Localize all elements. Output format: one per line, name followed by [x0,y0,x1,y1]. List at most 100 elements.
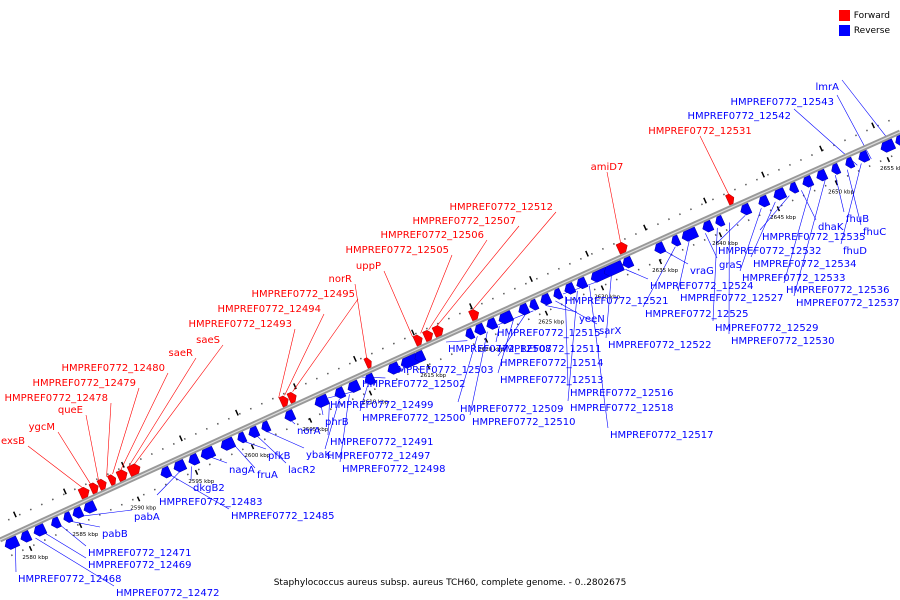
minor-tick [150,453,153,456]
tick-label: 2630 kbp [594,294,620,300]
minor-tick [282,392,285,395]
minor-tick [186,473,189,476]
minor-tick [205,427,208,430]
minor-tick [866,129,868,132]
major-tick [544,310,549,316]
minor-tick [326,372,329,375]
gene-label: phrB [325,417,349,428]
leader-line [71,521,101,528]
reverse-gene [160,465,173,479]
minor-tick [392,342,395,345]
minor-tick [315,377,318,380]
legend-forward-swatch [838,10,850,21]
leader-line [321,407,324,416]
tick-label: 2645 kbp [770,215,796,221]
major-tick [703,197,707,204]
reverse-gene [845,156,856,169]
gene-label: HMPREF0772_12505 [346,245,449,256]
minor-tick [117,468,120,471]
leader-line [642,246,676,308]
minor-tick [373,388,376,391]
gene-label: HMPREF0772_12533 [742,273,845,284]
reverse-gene [895,134,900,146]
major-tick [250,444,255,450]
gene-label: HMPREF0772_12478 [5,393,108,404]
reverse-gene [498,310,515,325]
leader-line [27,445,83,488]
minor-tick [32,544,35,547]
gene-label: HMPREF0772_12524 [650,281,753,292]
minor-tick [810,154,813,157]
leader-line [699,135,729,195]
minor-tick [747,219,750,222]
leader-line [835,175,845,213]
gene-label: lmrA [816,82,840,93]
leader-line [267,431,305,449]
tick-marks [7,119,893,557]
minor-tick [175,478,178,481]
leader-line [278,328,296,399]
leader-line [605,275,612,339]
leader-line [445,340,468,343]
minor-tick [18,513,21,516]
reverse-gene [758,194,771,208]
reverse-gene [414,349,427,363]
minor-tick [249,407,252,410]
gene-label: HMPREF0772_12497 [327,451,430,462]
leader-line [847,169,862,226]
gene-label: HMPREF0772_12508 [448,344,551,355]
minor-tick [403,337,406,340]
gene-label: HMPREF0772_12479 [33,378,136,389]
gene-label: HMPREF0772_12485 [231,511,334,522]
major-tick [62,488,67,495]
minor-tick [318,413,321,416]
minor-tick [791,199,794,202]
leader-line [428,239,488,330]
forward-gene [106,474,117,486]
gene-label: uppP [356,261,381,272]
minor-tick [417,368,420,371]
minor-tick [855,134,857,137]
minor-tick [447,317,450,320]
gene-label: HMPREF0772_12529 [715,323,818,334]
reverse-gene [740,202,753,216]
minor-tick [593,288,596,291]
forward-gene [725,193,735,206]
legend-reverse: Reverse [838,25,890,36]
tick-label: 2585 kbp [72,532,98,538]
minor-tick [549,308,552,311]
reverse-gene [816,168,829,182]
reverse-gene [518,302,531,316]
minor-tick [274,433,277,436]
gene-label: HMPREF0772_12518 [570,403,673,414]
gene-label: fhuC [863,227,886,238]
gene-label: pabA [134,512,160,523]
gene-label: HMPREF0772_12515 [497,328,600,339]
minor-tick [494,333,497,336]
minor-tick [879,160,882,163]
leader-line [245,441,267,450]
reverse-gene [802,174,815,188]
reverse-gene [553,287,564,300]
gene-label: HMPREF0772_12512 [450,202,553,213]
minor-tick [733,188,736,191]
leader-line [759,195,790,231]
reverse-gene [715,214,726,227]
minor-tick [714,233,717,237]
minor-tick [505,328,508,331]
gene-label: HMPREF0772_12491 [330,437,433,448]
reverse-gene [200,445,217,460]
minor-tick [263,438,266,441]
minor-tick [142,493,145,496]
minor-tick [208,463,211,466]
minor-tick [241,448,244,451]
major-tick [235,409,239,416]
reverse-gene [284,409,297,422]
gene-label: HMPREF0772_12516 [570,388,673,399]
gene-label: dhaK [818,222,844,233]
minor-tick [833,144,835,147]
minor-tick [868,165,871,168]
minor-tick [153,488,156,491]
leader-line [677,240,690,292]
gene-features [4,134,900,550]
